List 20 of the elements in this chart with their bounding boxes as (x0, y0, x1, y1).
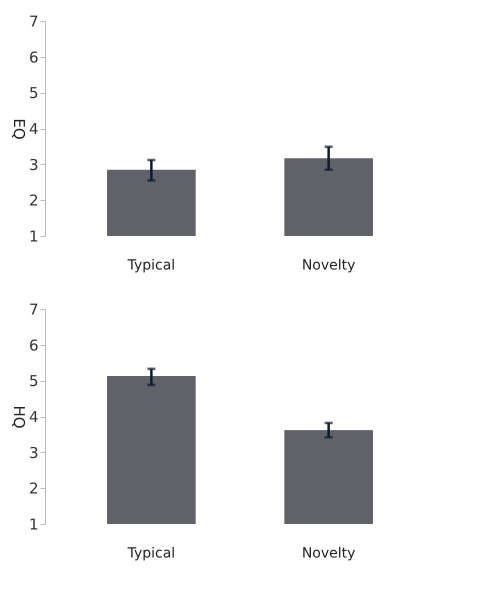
y-tick-label: 2 (28, 192, 38, 210)
y-axis-title: HQ (10, 405, 28, 429)
y-tick-label: 5 (28, 372, 38, 390)
y-tick-label: 3 (28, 444, 38, 462)
y-tick-label: 4 (28, 120, 38, 138)
x-tick-label: Novelty (302, 546, 356, 562)
y-tick-label: 6 (28, 48, 38, 66)
x-tick-label: Novelty (302, 258, 356, 274)
x-tick-label: Typical (126, 258, 176, 274)
y-tick-label: 2 (28, 480, 38, 498)
x-tick-label: Typical (126, 546, 176, 562)
y-tick-label: 3 (28, 156, 38, 174)
y-tick-label: 5 (28, 84, 38, 102)
y-tick-label: 1 (28, 228, 38, 246)
y-tick-label: 1 (28, 516, 38, 534)
y-tick-label: 4 (28, 408, 38, 426)
y-axis-title: EQ (10, 118, 28, 140)
y-tick-label: 7 (28, 300, 38, 318)
y-tick-label: 7 (28, 12, 38, 30)
y-tick-label: 6 (28, 336, 38, 354)
